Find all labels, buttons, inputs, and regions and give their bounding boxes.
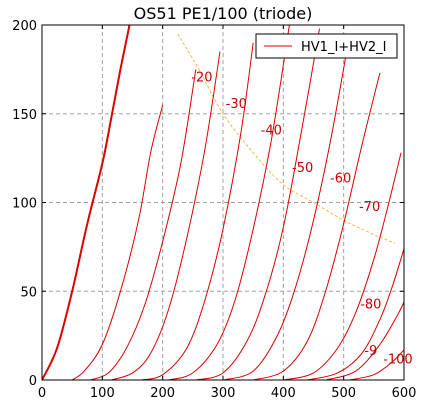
x-tick-label: 400 — [271, 386, 296, 401]
curve-label--70: -70 — [359, 200, 380, 215]
y-tick-label: 0 — [29, 374, 37, 389]
grid-voltage-curves — [42, 25, 404, 380]
axis-ticks: 0 100 200 300 400 500 600 0 50 100 150 200 — [12, 19, 416, 401]
curve--70 — [222, 33, 351, 380]
curve--30 — [111, 51, 221, 380]
curve--80 — [253, 72, 381, 380]
curve--40 — [141, 42, 254, 380]
curve--50 — [168, 25, 290, 380]
curve--90 — [283, 152, 402, 380]
curve-label--100: -100 — [383, 353, 413, 368]
load-line-path — [177, 33, 396, 244]
load-line — [177, 33, 396, 244]
curve-0 — [42, 25, 131, 380]
x-tick-label: 200 — [150, 386, 175, 401]
legend: HV1_I+HV2_I — [255, 33, 398, 59]
curve--110 — [325, 301, 404, 380]
curve--120 — [349, 349, 404, 380]
curve-label--30: -30 — [226, 97, 247, 112]
curve-label--40: -40 — [261, 124, 282, 139]
x-tick-label: 600 — [392, 386, 417, 401]
curve--60 — [195, 28, 320, 380]
y-tick-label: 150 — [12, 108, 37, 123]
chart-title: OS51 PE1/100 (triode) — [134, 4, 313, 23]
x-tick-label: 500 — [331, 386, 356, 401]
curve--20 — [90, 69, 197, 380]
y-tick-label: 200 — [12, 19, 37, 34]
x-tick-label: 100 — [90, 386, 115, 401]
curve-label--50: -50 — [292, 161, 313, 176]
curve-label--90: -9 — [364, 344, 377, 359]
y-tick-label: 100 — [12, 197, 37, 212]
y-tick-label: 50 — [20, 285, 37, 300]
curve-label--20: -20 — [191, 70, 212, 85]
grid-lines — [42, 25, 404, 380]
curve--100 — [307, 248, 404, 380]
curve-label--60: -60 — [330, 172, 351, 187]
curve-labels: -20 -30 -40 -50 -60 -70 -80 -9 -100 — [191, 70, 412, 367]
curve-label--80: -80 — [360, 298, 381, 313]
x-tick-label: 0 — [38, 386, 46, 401]
x-tick-label: 300 — [211, 386, 236, 401]
legend-label: HV1_I+HV2_I — [301, 40, 386, 55]
curve--10 — [71, 104, 164, 380]
